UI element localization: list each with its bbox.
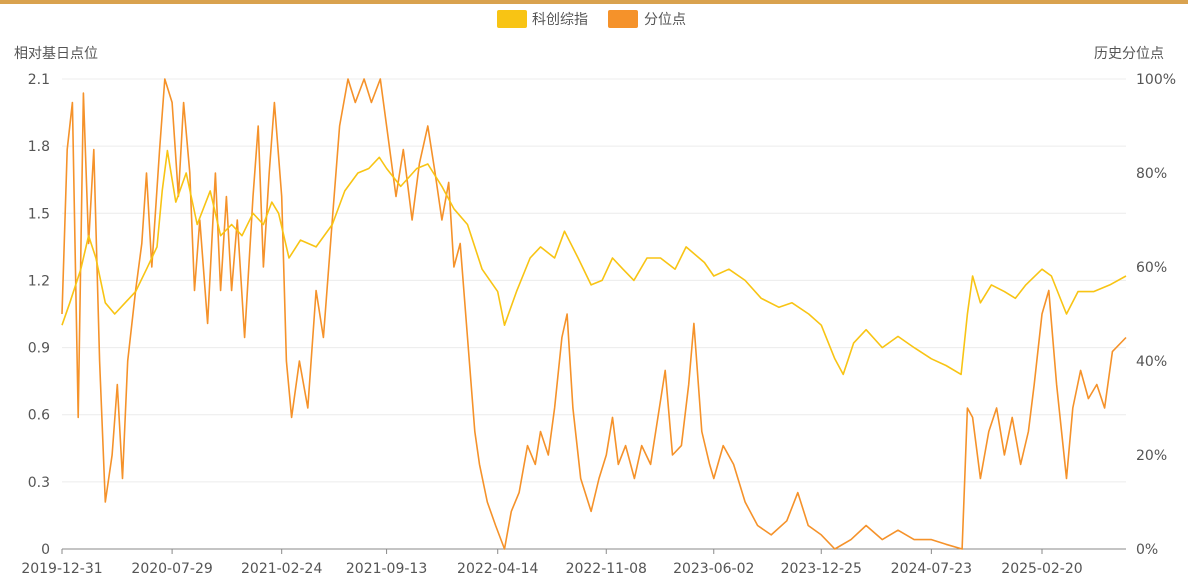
- left-tick-label: 0: [41, 542, 50, 558]
- x-tick-label: 2019-12-31: [21, 561, 102, 577]
- x-tick-label: 2020-07-29: [131, 561, 212, 577]
- right-tick-label: 40%: [1136, 354, 1167, 370]
- right-axis-ticks: 0% 20% 40% 60% 80% 100%: [1136, 72, 1176, 558]
- left-tick-label: 1.5: [28, 206, 50, 222]
- series-line-percentile: [61, 78, 1127, 550]
- x-tick-label: 2023-06-02: [673, 561, 754, 577]
- x-tick-label: 2025-02-20: [1001, 561, 1082, 577]
- x-tick-label: 2022-04-14: [457, 561, 538, 577]
- legend-label-percentile: 分位点: [644, 12, 686, 28]
- x-tick-label: 2021-02-24: [241, 561, 322, 577]
- x-tick-label: 2022-11-08: [566, 561, 647, 577]
- right-axis-label: 历史分位点: [1094, 46, 1164, 62]
- left-axis-label: 相对基日点位: [14, 45, 98, 62]
- left-tick-label: 1.8: [28, 139, 50, 155]
- right-tick-label: 100%: [1136, 72, 1176, 88]
- grid-lines: [62, 78, 1126, 483]
- right-tick-label: 60%: [1136, 260, 1167, 276]
- legend: 科创综指 分位点: [497, 10, 686, 28]
- legend-label-index: 科创综指: [532, 12, 588, 28]
- x-tick-label: 2021-09-13: [346, 561, 427, 577]
- x-tick-label: 2023-12-25: [781, 561, 862, 577]
- right-tick-label: 80%: [1136, 166, 1167, 182]
- x-axis: 2019-12-31 2020-07-29 2021-02-24 2021-09-13…: [21, 548, 1126, 577]
- left-tick-label: 0.6: [28, 408, 50, 424]
- series-line-index: [61, 149, 1127, 376]
- top-border: [0, 0, 1188, 4]
- legend-swatch-index: [497, 10, 527, 28]
- legend-swatch-percentile: [608, 10, 638, 28]
- right-tick-label: 0%: [1136, 542, 1158, 558]
- left-tick-label: 1.2: [28, 273, 50, 289]
- x-tick-label: 2024-07-23: [891, 561, 972, 577]
- left-tick-label: 0.9: [28, 341, 50, 357]
- left-axis-ticks: 0 0.3 0.6 0.9 1.2 1.5 1.8 2.1: [28, 72, 50, 558]
- right-tick-label: 20%: [1136, 448, 1167, 464]
- left-tick-label: 2.1: [28, 72, 50, 88]
- left-tick-label: 0.3: [28, 475, 50, 491]
- series-layer: [61, 78, 1127, 550]
